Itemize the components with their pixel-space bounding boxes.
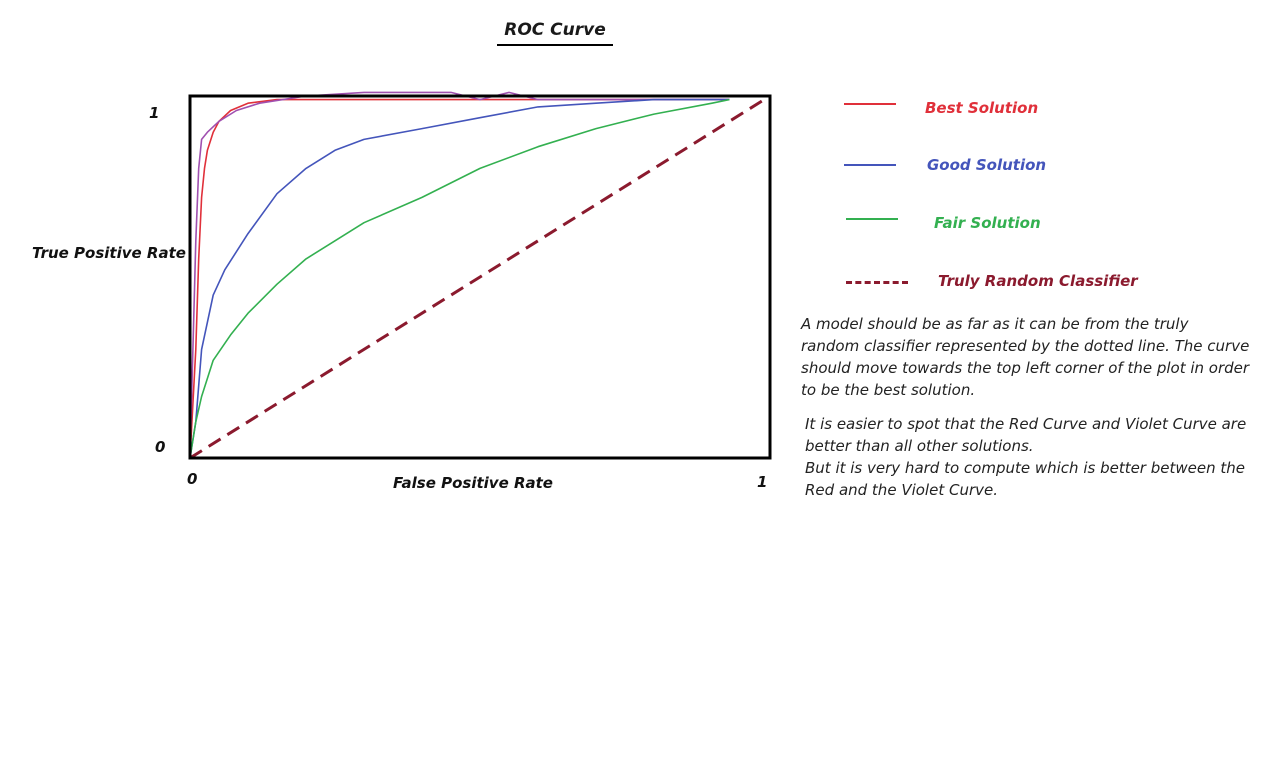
random-classifier-line [189,94,771,460]
x-tick-label-left: 0 [187,470,198,488]
legend-swatch-best [844,103,896,105]
good-solution-line [189,98,730,459]
y-tick-label-bottom: 0 [155,438,166,456]
legend-swatch-good [844,164,896,166]
annotation-note-1: A model should be as far as it can be fr… [801,313,1251,401]
legend-label-fair: Fair Solution [934,214,1041,232]
roc-plot-svg [188,91,772,460]
x-tick-label-right: 1 [757,473,768,491]
annotation-text-1: A model should be as far as it can be fr… [801,315,1250,399]
violet-solution-line [189,91,730,459]
annotation-note-2: It is easier to spot that the Red Curve … [805,413,1255,501]
annotation-text-3: But it is very hard to compute which is … [805,459,1245,499]
legend-label-good: Good Solution [927,156,1047,174]
plot-frame [188,94,772,460]
chart-title: ROC Curve [497,20,613,46]
y-axis-label: True Positive Rate [32,244,186,262]
best-solution-line [189,98,730,459]
legend-swatch-random [846,281,908,284]
x-axis-label: False Positive Rate [393,474,553,492]
legend-label-best: Best Solution [925,99,1039,117]
fair-solution-line [189,98,730,459]
legend-label-random: Truly Random Classifier [938,272,1138,290]
y-tick-label-top: 1 [149,104,160,122]
legend-swatch-fair [846,218,898,220]
annotation-text-2: It is easier to spot that the Red Curve … [805,415,1247,455]
